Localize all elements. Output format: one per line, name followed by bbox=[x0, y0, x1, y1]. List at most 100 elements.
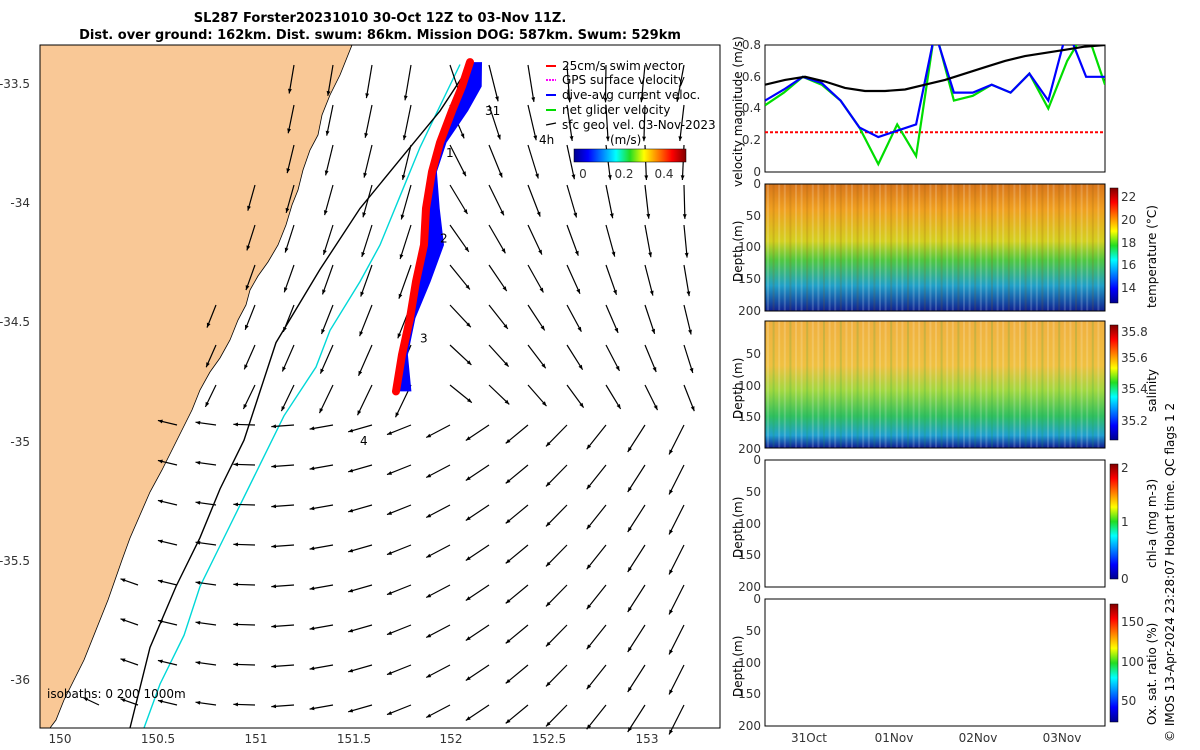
profile-cast bbox=[1041, 321, 1044, 448]
current-vector bbox=[322, 224, 334, 255]
profile-cast bbox=[1002, 184, 1005, 311]
chla-ytick-0: 0 bbox=[753, 453, 761, 467]
profile-cast bbox=[1069, 321, 1072, 448]
current-vector bbox=[488, 184, 505, 216]
sal-cbar-35.2: 35.2 bbox=[1121, 414, 1148, 428]
legend-swatch-sfc-geo bbox=[545, 122, 557, 126]
current-vector-head bbox=[574, 250, 579, 256]
current-vector bbox=[566, 304, 582, 332]
current-vector bbox=[668, 584, 685, 615]
current-vector bbox=[488, 264, 508, 292]
current-vector bbox=[360, 264, 373, 297]
current-vector-head bbox=[233, 422, 238, 427]
current-vector-head bbox=[644, 175, 649, 181]
current-vector bbox=[683, 344, 694, 374]
current-vector-head bbox=[271, 424, 277, 429]
temperature-frame bbox=[764, 183, 1106, 312]
current-vector bbox=[280, 384, 295, 412]
current-vector bbox=[402, 144, 412, 180]
current-vector bbox=[644, 224, 652, 258]
current-vector-head bbox=[496, 134, 501, 140]
vel-ytick-0.2: 0.2 bbox=[742, 133, 761, 147]
current-vector bbox=[465, 504, 490, 521]
profile-cast bbox=[1058, 184, 1061, 311]
current-vector-head bbox=[83, 697, 89, 702]
current-vector bbox=[320, 304, 334, 335]
sal-ytick-200: 200 bbox=[738, 442, 761, 456]
isobath-1000-line bbox=[129, 61, 473, 729]
profile-cast bbox=[873, 184, 876, 311]
current-vector bbox=[449, 344, 472, 366]
current-vector bbox=[488, 344, 510, 368]
current-vector bbox=[545, 664, 568, 687]
current-vector bbox=[465, 544, 490, 561]
current-vector-head bbox=[465, 476, 471, 481]
current-vector-head bbox=[243, 404, 248, 410]
profile-cast bbox=[890, 184, 893, 311]
current-vector-head bbox=[616, 404, 621, 409]
current-vector bbox=[605, 344, 621, 372]
map-ytick-35.5: -35.5 bbox=[0, 554, 30, 568]
current-vector-head bbox=[206, 322, 211, 328]
current-vector-head bbox=[284, 287, 288, 293]
velocity-frame bbox=[764, 44, 1106, 173]
profile-cast bbox=[1052, 184, 1055, 311]
current-vector-head bbox=[603, 97, 608, 103]
current-vector bbox=[505, 584, 529, 604]
figure-title: SL287 Forster20231010 30-Oct 12Z to 03-N… bbox=[40, 10, 720, 44]
salinity-frame bbox=[764, 320, 1106, 449]
temp-cbar-20: 20 bbox=[1121, 213, 1136, 227]
current-vector bbox=[449, 384, 473, 404]
current-vector-head bbox=[387, 551, 392, 555]
current-vector-head bbox=[465, 516, 471, 521]
current-vector-head bbox=[233, 702, 238, 707]
current-vector bbox=[505, 504, 529, 524]
oxygen-colorbar-label: Ox. sat. ratio (%) bbox=[1145, 623, 1159, 725]
profile-cast bbox=[862, 184, 865, 311]
current-vector-head bbox=[283, 326, 287, 332]
current-vector bbox=[586, 584, 607, 610]
current-vector-head bbox=[233, 502, 238, 507]
temp-cbar-18: 18 bbox=[1121, 236, 1136, 250]
profile-cast bbox=[974, 321, 977, 448]
profile-cast bbox=[823, 321, 825, 448]
current-vector-head bbox=[531, 97, 536, 102]
chla-colorbar bbox=[1109, 463, 1119, 580]
current-vector-head bbox=[271, 504, 277, 509]
map-y-ticks: -33.5 -34 -34.5 -35 -35.5 -36 bbox=[0, 77, 30, 687]
current-vector-head bbox=[195, 620, 201, 625]
current-vector bbox=[527, 384, 547, 407]
chla-ytick-50: 50 bbox=[746, 485, 761, 499]
profile-cast bbox=[940, 321, 943, 448]
current-vector-head bbox=[466, 360, 472, 365]
profile-cast bbox=[1097, 321, 1100, 448]
current-vector-head bbox=[505, 439, 511, 444]
profile-cast bbox=[1019, 321, 1021, 448]
current-vector-head bbox=[233, 462, 238, 467]
chla-panel: 0 50 100 150 200 Depth (m) 0 1 2 chl-a (… bbox=[731, 453, 1159, 594]
ox-ytick-150: 150 bbox=[738, 687, 761, 701]
current-vector-head bbox=[403, 95, 408, 101]
current-vector bbox=[627, 544, 646, 573]
current-vector bbox=[627, 464, 646, 493]
current-vector-head bbox=[233, 582, 238, 587]
current-vector-head bbox=[576, 288, 580, 294]
profile-cast bbox=[991, 184, 993, 311]
salinity-colorbar bbox=[1109, 324, 1119, 441]
current-vector-head bbox=[288, 88, 292, 94]
current-vector-head bbox=[500, 210, 504, 216]
current-vector-head bbox=[387, 591, 392, 595]
current-vector-head bbox=[627, 487, 632, 492]
current-vector-head bbox=[546, 681, 551, 687]
current-vector-head bbox=[569, 136, 574, 141]
current-vector-head bbox=[504, 361, 509, 367]
current-vector-head bbox=[195, 580, 201, 585]
current-vector bbox=[362, 184, 373, 218]
oxygen-frame bbox=[764, 598, 1106, 727]
current-vector-head bbox=[387, 671, 392, 675]
salinity-panel: 50 100 150 200 Depth (m) 35.2 35.4 35.6 … bbox=[731, 320, 1159, 456]
vel-ytick-0.4: 0.4 bbox=[742, 101, 761, 115]
current-vector-head bbox=[646, 213, 651, 219]
current-vector bbox=[318, 384, 334, 414]
profile-cast bbox=[845, 184, 848, 311]
